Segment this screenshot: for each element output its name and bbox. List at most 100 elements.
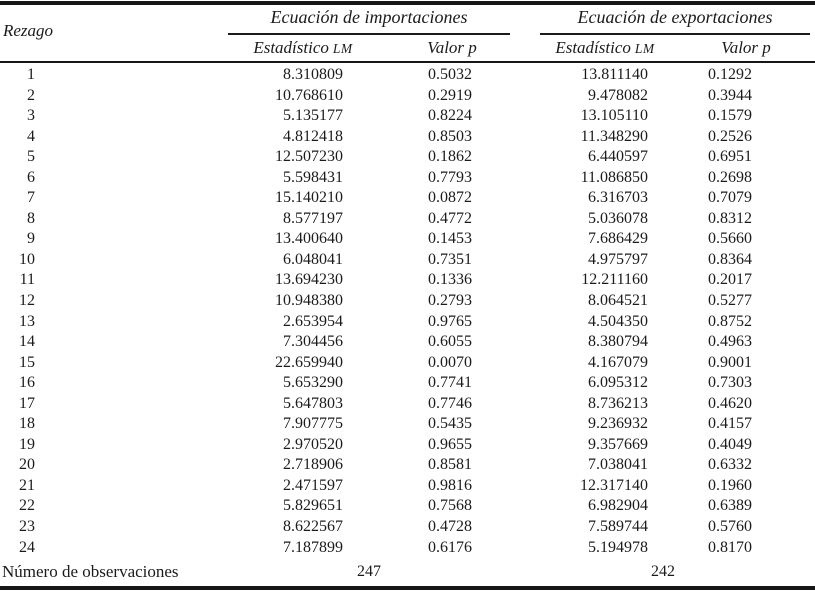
table-row: 16 5.653290 0.7741 6.095312 0.7303 (0, 373, 815, 394)
lag-number: 20 (19, 456, 35, 474)
export-p-cell: 0.2526 (708, 127, 752, 145)
table-row: 24 7.187899 0.6176 5.194978 0.8170 (0, 538, 815, 559)
lag-number: 12 (19, 292, 35, 310)
table-row: 8 8.577197 0.4772 5.036078 0.8312 (0, 209, 815, 230)
export-p-cell: 0.5760 (708, 518, 752, 536)
lag-number: 22 (19, 497, 35, 515)
import-p-cell: 0.9655 (428, 435, 472, 453)
export-p-cell: 0.7303 (708, 374, 752, 392)
import-lm-cell: 7.907775 (283, 415, 343, 433)
group-underline-imports (228, 33, 510, 35)
export-p-cell: 0.1292 (708, 66, 752, 83)
lag-number: 6 (27, 168, 35, 186)
lag-number: 2 (27, 86, 35, 104)
table-row: 15 22.659940 0.0070 4.167079 0.9001 (0, 353, 815, 374)
group-header-exports: Ecuación de exportaciones (577, 7, 773, 27)
lag-number: 16 (19, 374, 35, 392)
import-lm-cell: 22.659940 (275, 353, 343, 371)
lag-cell: 1 (0, 65, 210, 86)
observations-import-value: 247 (357, 563, 381, 580)
table-row: 11 13.694230 0.1336 12.211160 0.2017 (0, 270, 815, 291)
export-lm-cell: 9.357669 (588, 435, 648, 453)
lag-cell: 22 (0, 496, 210, 517)
export-lm-cell: 12.211160 (581, 271, 648, 289)
column-header-export-lm: Estadístico LM (530, 38, 680, 58)
export-lm-cell: 8.064521 (588, 292, 648, 310)
lag-number: 8 (27, 209, 35, 227)
import-lm-cell: 5.647803 (283, 394, 343, 412)
observations-label: Número de observaciones (2, 562, 179, 581)
import-lm-cell: 13.400640 (275, 230, 343, 248)
column-header-export-lm-caps: LM (634, 41, 655, 56)
import-p-cell: 0.5435 (428, 415, 472, 433)
lag-number: 10 (19, 250, 35, 268)
lag-number: 5 (27, 148, 35, 166)
table-row: 2 10.768610 0.2919 9.478082 0.3944 (0, 86, 815, 107)
lag-cell: 9 (0, 229, 210, 250)
group-underline-exports (540, 33, 810, 35)
export-p-cell: 0.7079 (708, 189, 752, 207)
table-row: 10 6.048041 0.7351 4.975797 0.8364 (0, 250, 815, 271)
export-lm-cell: 6.440597 (588, 148, 648, 166)
lag-cell: 7 (0, 188, 210, 209)
table-row: 12 10.948380 0.2793 8.064521 0.5277 (0, 291, 815, 312)
export-lm-cell: 11.348290 (580, 127, 648, 145)
lag-number: 9 (27, 230, 35, 248)
export-p-cell: 0.8312 (708, 209, 752, 227)
import-lm-cell: 10.948380 (275, 292, 343, 310)
table-footer-row: Número de observaciones 247 242 (0, 560, 815, 583)
export-p-cell: 0.5660 (708, 230, 752, 248)
lag-number: 19 (19, 435, 35, 453)
import-p-cell: 0.4728 (428, 518, 472, 536)
lag-number: 7 (27, 189, 35, 207)
export-lm-cell: 6.095312 (588, 374, 648, 392)
import-lm-cell: 10.768610 (275, 86, 343, 104)
import-p-cell: 0.6055 (428, 333, 472, 351)
import-lm-cell: 6.048041 (283, 250, 343, 268)
import-lm-cell: 2.718906 (283, 456, 343, 474)
import-p-cell: 0.1453 (428, 230, 472, 248)
import-lm-cell: 5.135177 (283, 107, 343, 125)
import-lm-cell: 5.598431 (283, 168, 343, 186)
table-row: 7 15.140210 0.0872 6.316703 0.7079 (0, 188, 815, 209)
import-lm-cell: 5.829651 (283, 497, 343, 515)
lag-number: 1 (27, 66, 35, 83)
lag-number: 14 (19, 333, 35, 351)
import-lm-cell: 4.812418 (283, 127, 343, 145)
lag-number: 17 (19, 394, 35, 412)
lag-cell: 19 (0, 435, 210, 456)
export-lm-cell: 8.736213 (588, 394, 648, 412)
table-row: 18 7.907775 0.5435 9.236932 0.4157 (0, 414, 815, 435)
table-row: 17 5.647803 0.7746 8.736213 0.4620 (0, 394, 815, 415)
export-lm-cell: 5.036078 (588, 209, 648, 227)
import-lm-cell: 7.187899 (283, 538, 343, 556)
export-p-cell: 0.1960 (708, 476, 752, 494)
lag-number: 3 (27, 107, 35, 125)
lag-cell: 5 (0, 147, 210, 168)
export-lm-cell: 8.380794 (588, 333, 648, 351)
export-p-cell: 0.5277 (708, 292, 752, 310)
lag-cell: 3 (0, 106, 210, 127)
lag-number: 11 (19, 271, 35, 289)
lag-cell: 11 (0, 270, 210, 291)
import-lm-cell: 13.694230 (275, 271, 343, 289)
table-bottom-rule (0, 586, 815, 590)
import-lm-cell: 2.653954 (283, 312, 343, 330)
lag-cell: 21 (0, 476, 210, 497)
export-lm-cell: 7.686429 (588, 230, 648, 248)
lag-number: 15 (19, 353, 35, 371)
table-row: 20 2.718906 0.8581 7.038041 0.6332 (0, 455, 815, 476)
export-p-cell: 0.8364 (708, 250, 752, 268)
export-p-cell: 0.4049 (708, 435, 752, 453)
import-p-cell: 0.1336 (428, 271, 472, 289)
table-row: 19 2.970520 0.9655 9.357669 0.4049 (0, 435, 815, 456)
import-p-cell: 0.7793 (428, 168, 472, 186)
import-p-cell: 0.5032 (428, 66, 472, 83)
import-p-cell: 0.1862 (428, 148, 472, 166)
table-top-rule (0, 1, 815, 5)
export-lm-cell: 11.086850 (580, 168, 648, 186)
export-p-cell: 0.6389 (708, 497, 752, 515)
column-header-import-lm-caps: LM (332, 41, 353, 56)
export-p-cell: 0.2017 (708, 271, 752, 289)
export-p-cell: 0.4157 (708, 415, 752, 433)
